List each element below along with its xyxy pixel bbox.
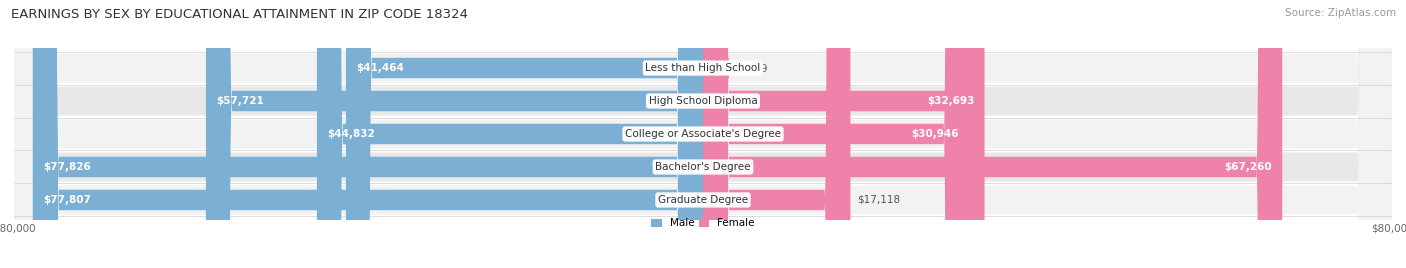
Text: EARNINGS BY SEX BY EDUCATIONAL ATTAINMENT IN ZIP CODE 18324: EARNINGS BY SEX BY EDUCATIONAL ATTAINMEN… [11, 8, 468, 21]
FancyBboxPatch shape [703, 0, 970, 268]
Text: High School Diploma: High School Diploma [648, 96, 758, 106]
Text: $30,946: $30,946 [911, 129, 959, 139]
Text: $57,721: $57,721 [217, 96, 264, 106]
Text: $32,693: $32,693 [927, 96, 974, 106]
Text: Less than High School: Less than High School [645, 63, 761, 73]
FancyBboxPatch shape [32, 0, 703, 268]
Text: $2,499: $2,499 [731, 63, 768, 73]
Text: $77,807: $77,807 [44, 195, 91, 205]
Text: College or Associate's Degree: College or Associate's Degree [626, 129, 780, 139]
FancyBboxPatch shape [14, 0, 1392, 268]
FancyBboxPatch shape [14, 0, 1392, 268]
Legend: Male, Female: Male, Female [651, 218, 755, 228]
Text: $67,260: $67,260 [1225, 162, 1272, 172]
Text: Graduate Degree: Graduate Degree [658, 195, 748, 205]
FancyBboxPatch shape [205, 0, 703, 268]
FancyBboxPatch shape [32, 0, 703, 268]
Text: Bachelor's Degree: Bachelor's Degree [655, 162, 751, 172]
FancyBboxPatch shape [14, 0, 1392, 268]
FancyBboxPatch shape [316, 0, 703, 268]
Text: $77,826: $77,826 [44, 162, 91, 172]
FancyBboxPatch shape [346, 0, 703, 268]
FancyBboxPatch shape [14, 0, 1392, 268]
Text: $41,464: $41,464 [356, 63, 404, 73]
FancyBboxPatch shape [703, 0, 1282, 268]
FancyBboxPatch shape [699, 0, 728, 268]
Text: $17,118: $17,118 [858, 195, 900, 205]
Text: $44,832: $44,832 [328, 129, 375, 139]
FancyBboxPatch shape [703, 0, 984, 268]
FancyBboxPatch shape [14, 0, 1392, 268]
FancyBboxPatch shape [703, 0, 851, 268]
Text: Source: ZipAtlas.com: Source: ZipAtlas.com [1285, 8, 1396, 18]
